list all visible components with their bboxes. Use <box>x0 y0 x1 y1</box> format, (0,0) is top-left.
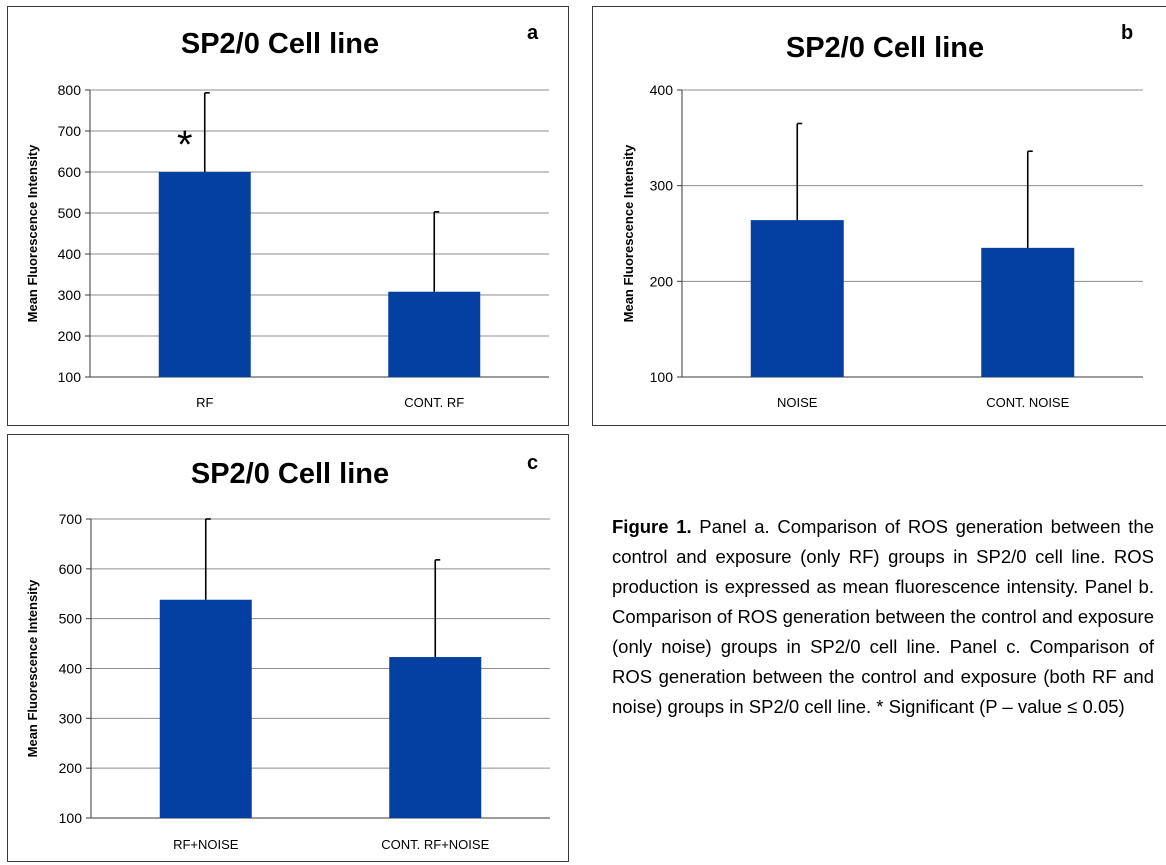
chart-svg-a: SP2/0 Cell line a 100 200 300 400 500 600 700 800… <box>25 22 549 410</box>
caption-label: Figure 1. <box>612 516 692 537</box>
y-axis-label: Mean Fluorescence Intensity <box>25 144 40 322</box>
panel-letter: c <box>527 452 538 474</box>
y-tick-label: 200 <box>58 328 82 344</box>
bar-rf-noise <box>159 599 252 818</box>
category-label: RF+NOISE <box>173 837 239 852</box>
y-tick-label: 600 <box>59 561 83 577</box>
chart-panel-c: SP2/0 Cell line c 100 200 300 400 500 600 700 Mea… <box>7 434 569 862</box>
y-tick-label: 200 <box>650 273 674 289</box>
y-tick-label: 200 <box>59 760 83 776</box>
y-tick-label: 500 <box>58 205 82 221</box>
figure-caption: Figure 1. Panel a. Comparison of ROS gen… <box>612 512 1154 722</box>
y-tick-label: 800 <box>58 82 82 98</box>
y-tick-label: 600 <box>58 164 82 180</box>
chart-title: SP2/0 Cell line <box>181 28 379 60</box>
y-tick-label: 400 <box>58 246 82 262</box>
y-axis-label: Mean Fluorescence Intensity <box>25 579 40 757</box>
y-tick-label: 500 <box>59 611 83 627</box>
chart-panel-b: SP2/0 Cell line b 100 200 300 400 Mean Fluores… <box>592 6 1166 426</box>
category-label: CONT. RF+NOISE <box>381 837 489 852</box>
y-tick-label: 100 <box>650 369 674 385</box>
chart-title: SP2/0 Cell line <box>191 458 389 490</box>
chart-svg-b: SP2/0 Cell line b 100 200 300 400 Mean Fluores… <box>621 22 1143 410</box>
y-tick-label: 300 <box>58 287 82 303</box>
panel-letter: b <box>1121 22 1133 44</box>
caption-text: Panel a. Comparison of ROS generation be… <box>612 516 1154 717</box>
y-tick-label: 400 <box>650 82 674 98</box>
bar-cont-noise <box>981 247 1075 377</box>
category-label: RF <box>196 395 213 410</box>
significance-star: * <box>177 123 193 167</box>
category-label: CONT. RF <box>404 395 464 410</box>
chart-panel-a: SP2/0 Cell line a 100 200 300 400 500 600 700 800… <box>7 6 569 426</box>
y-tick-label: 100 <box>58 369 82 385</box>
y-tick-label: 700 <box>58 123 82 139</box>
y-tick-label: 100 <box>59 810 83 826</box>
category-label: NOISE <box>777 395 818 410</box>
panel-letter: a <box>527 22 539 44</box>
category-label: CONT. NOISE <box>986 395 1069 410</box>
y-tick-label: 300 <box>650 178 674 194</box>
bar-cont-rf <box>388 291 481 377</box>
chart-title: SP2/0 Cell line <box>786 32 984 64</box>
chart-svg-c: SP2/0 Cell line c 100 200 300 400 500 600 700 Mea… <box>25 452 550 852</box>
bar-noise <box>750 220 844 377</box>
y-tick-label: 400 <box>59 661 83 677</box>
y-tick-label: 300 <box>59 710 83 726</box>
y-axis-label: Mean Fluorescence Intensity <box>621 144 636 322</box>
y-tick-label: 700 <box>59 511 83 527</box>
bar-rf <box>158 172 251 377</box>
bar-cont-rf-noise <box>389 657 482 818</box>
